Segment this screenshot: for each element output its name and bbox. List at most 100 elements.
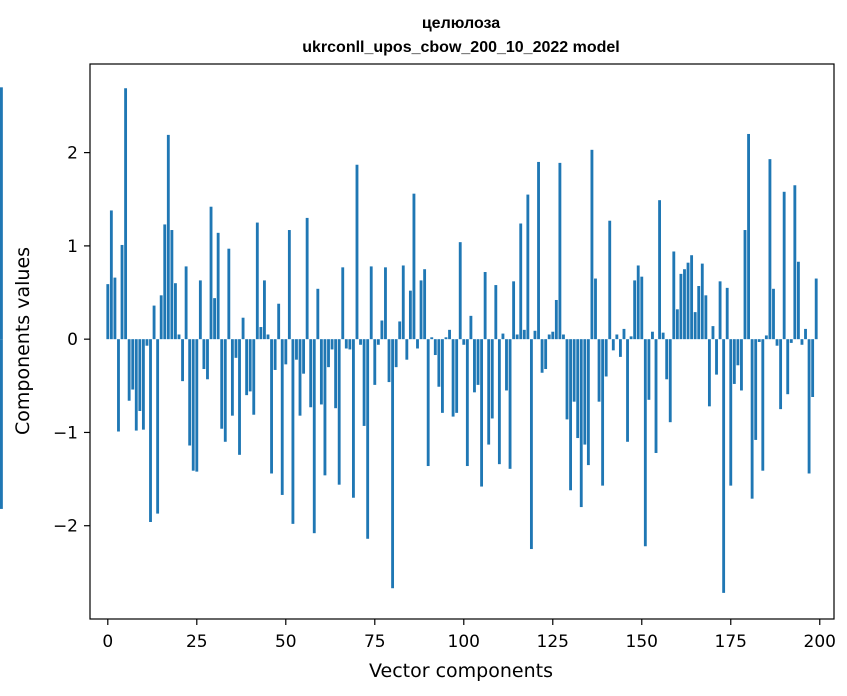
bar (401, 265, 405, 340)
bar (405, 339, 409, 360)
bar (640, 276, 644, 340)
chart-subtitle: ukrconll_upos_cbow_200_10_2022 model (302, 39, 619, 56)
bar (206, 339, 209, 380)
x-tick-label: 150 (626, 632, 658, 652)
bar (508, 339, 512, 469)
bar (259, 327, 263, 340)
bar (743, 230, 747, 340)
bar (280, 339, 284, 495)
bar (188, 339, 192, 446)
bar (754, 339, 758, 440)
bar (579, 339, 583, 508)
bar (423, 269, 427, 340)
bar (241, 317, 245, 340)
bar (473, 339, 476, 393)
bar (490, 339, 494, 419)
bar (636, 265, 640, 340)
bar (529, 339, 533, 550)
bar (775, 339, 779, 346)
y-tick-label: −2 (53, 517, 78, 537)
bar (198, 280, 202, 340)
bar (384, 267, 387, 340)
bar (220, 339, 224, 429)
bar (594, 278, 597, 340)
bar (273, 339, 277, 370)
bar (576, 339, 580, 439)
bar (512, 281, 516, 340)
bar-series (0, 87, 818, 593)
bar (722, 339, 726, 593)
y-tick-label: 0 (67, 330, 78, 350)
bar (807, 339, 811, 474)
bar (216, 232, 220, 340)
bar (159, 295, 163, 340)
bar (597, 339, 601, 402)
bar (120, 244, 124, 340)
y-tick-label: −1 (53, 423, 78, 443)
x-tick-label: 0 (102, 632, 113, 652)
bar (263, 280, 266, 340)
bar (487, 339, 491, 445)
bar (337, 339, 341, 485)
bar (177, 334, 181, 340)
bar (184, 266, 188, 340)
bar (789, 339, 793, 343)
bar (661, 332, 665, 340)
bar (127, 339, 131, 401)
bar (437, 339, 441, 387)
bar (494, 285, 498, 340)
bar (149, 339, 152, 522)
bar (134, 339, 138, 431)
bar (302, 339, 306, 374)
y-axis-label: Components values (12, 247, 34, 435)
bar (117, 339, 120, 432)
bar (380, 320, 384, 340)
bar (141, 339, 145, 430)
bar (426, 339, 430, 467)
bar (565, 339, 569, 420)
bar (519, 223, 523, 340)
bar (113, 277, 117, 340)
bar (782, 191, 786, 340)
bar (284, 339, 288, 365)
bar (355, 164, 359, 340)
bar (366, 339, 370, 539)
bar (715, 339, 718, 375)
bar (483, 272, 487, 340)
bar (287, 230, 291, 340)
bar (0, 87, 3, 340)
bar (601, 339, 605, 486)
bar (501, 333, 505, 340)
x-tick-label: 175 (715, 632, 747, 652)
bar (540, 339, 544, 373)
bar (291, 339, 295, 524)
bar (465, 339, 469, 467)
bar (138, 339, 142, 411)
bar (537, 161, 540, 340)
bar (458, 242, 462, 340)
bar (604, 339, 608, 377)
bar (430, 337, 434, 340)
bar (793, 185, 797, 340)
bar (572, 339, 576, 402)
bar (451, 339, 455, 417)
bar (398, 321, 402, 340)
bar (341, 267, 345, 340)
x-axis: 0 25 50 75 100 125 150 175 200 (102, 619, 836, 652)
bar (455, 339, 459, 413)
bar (330, 339, 334, 350)
bar (505, 339, 508, 391)
bar (651, 331, 654, 340)
bar (373, 339, 377, 385)
bar (558, 162, 562, 340)
bar (647, 339, 651, 400)
bar (277, 303, 281, 340)
bar (230, 339, 234, 416)
bar (764, 335, 768, 340)
bar (690, 255, 694, 340)
bar (376, 339, 380, 345)
bar (412, 193, 416, 340)
bar (109, 210, 113, 340)
bar (643, 339, 647, 547)
bar (362, 339, 366, 426)
